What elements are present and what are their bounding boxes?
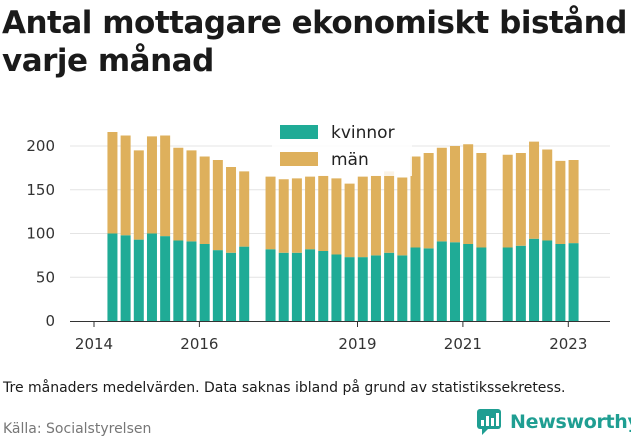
bar-kvinnor <box>357 257 368 321</box>
bar-kvinnor <box>515 245 526 321</box>
bar-man <box>476 153 487 248</box>
bar-kvinnor <box>423 248 434 321</box>
bar-man <box>133 150 144 240</box>
bar-man <box>542 149 553 241</box>
newsworthy-logo-icon <box>477 409 501 435</box>
brand-name: Newsworthy <box>510 411 631 433</box>
bar-kvinnor <box>542 240 553 321</box>
bar-man <box>463 144 474 244</box>
bar-kvinnor <box>370 255 381 321</box>
bar-kvinnor <box>239 246 250 321</box>
bar-man <box>397 177 408 256</box>
bar-man <box>436 147 447 242</box>
x-tick-label: 2014 <box>75 335 113 353</box>
bar-kvinnor <box>463 244 474 321</box>
bar-kvinnor <box>384 252 395 321</box>
bar-kvinnor <box>120 235 131 321</box>
bar-man <box>199 156 210 244</box>
bar-man <box>331 178 342 255</box>
bar-kvinnor <box>291 252 302 321</box>
y-tick-label: 0 <box>45 312 55 330</box>
bar-kvinnor <box>476 247 487 321</box>
bar-kvinnor <box>410 247 421 321</box>
bar-man <box>449 146 460 243</box>
bar-kvinnor <box>265 249 276 321</box>
bar-kvinnor <box>436 241 447 321</box>
bar-man <box>120 135 131 236</box>
bar-kvinnor <box>160 236 171 321</box>
legend-label: män <box>331 150 369 170</box>
bar-kvinnor <box>397 255 408 321</box>
newsworthy-logo[interactable]: Newsworthy <box>476 408 631 436</box>
bar-kvinnor <box>186 241 197 321</box>
y-axis-tick-labels: 0 50 100 150 200 <box>26 137 55 330</box>
bar-kvinnor <box>318 251 329 321</box>
bar-man <box>344 183 355 258</box>
y-tick-label: 150 <box>26 181 55 199</box>
chart-title: Antal mottagare ekonomiskt bistånd varje… <box>2 5 627 79</box>
bar-man <box>502 154 513 248</box>
bar-man <box>265 176 276 250</box>
bar-man <box>291 178 302 253</box>
bar-kvinnor <box>212 250 223 321</box>
bar-man <box>370 175 381 256</box>
stacked-bar-chart: 0 50 100 150 200 2014 2016 2019 2021 2023 kvinno… <box>26 118 610 353</box>
legend: kvinnor män <box>272 118 412 176</box>
bar-man <box>318 175 329 251</box>
x-tick-label: 2023 <box>549 335 587 353</box>
bar-man <box>146 136 157 234</box>
bars <box>107 132 579 321</box>
bar-kvinnor <box>331 254 342 321</box>
bar-man <box>555 160 566 244</box>
x-tick-label: 2019 <box>338 335 376 353</box>
bar-kvinnor <box>226 252 237 321</box>
bar-kvinnor <box>305 249 316 321</box>
bar-man <box>186 150 197 242</box>
y-tick-label: 100 <box>26 225 55 243</box>
bar-man <box>357 176 368 258</box>
bar-kvinnor <box>502 247 513 321</box>
bar-man <box>515 153 526 246</box>
bar-man <box>423 153 434 249</box>
bar-kvinnor <box>107 233 118 321</box>
bar-kvinnor <box>146 233 157 321</box>
bar-kvinnor <box>344 257 355 321</box>
bar-man <box>226 167 237 253</box>
bar-man <box>305 176 316 250</box>
footnote: Tre månaders medelvärden. Data saknas ib… <box>3 380 566 396</box>
bar-man <box>384 171 395 253</box>
bar-kvinnor <box>173 240 184 321</box>
x-tick-label: 2021 <box>444 335 482 353</box>
bar-man <box>410 156 421 248</box>
bar-man <box>278 179 289 253</box>
bar-kvinnor <box>133 239 144 321</box>
x-tick-label: 2016 <box>180 335 218 353</box>
bar-man <box>529 141 540 239</box>
legend-label: kvinnor <box>331 123 395 143</box>
bar-man <box>212 160 223 251</box>
x-axis: 2014 2016 2019 2021 2023 <box>70 321 610 353</box>
bar-kvinnor <box>199 244 210 321</box>
bar-kvinnor <box>449 242 460 321</box>
legend-swatch-kvinnor <box>280 125 318 139</box>
bar-kvinnor <box>278 252 289 321</box>
bar-kvinnor <box>555 244 566 321</box>
bar-man <box>107 132 118 234</box>
y-tick-label: 50 <box>36 268 55 286</box>
legend-swatch-man <box>280 152 318 166</box>
source-credit: Källa: Socialstyrelsen <box>3 421 152 437</box>
bar-man <box>160 135 171 237</box>
bar-man <box>173 147 184 241</box>
bar-man <box>568 160 579 244</box>
bar-man <box>239 171 250 247</box>
bar-kvinnor <box>529 238 540 321</box>
bar-kvinnor <box>568 243 579 321</box>
y-tick-label: 200 <box>26 137 55 155</box>
